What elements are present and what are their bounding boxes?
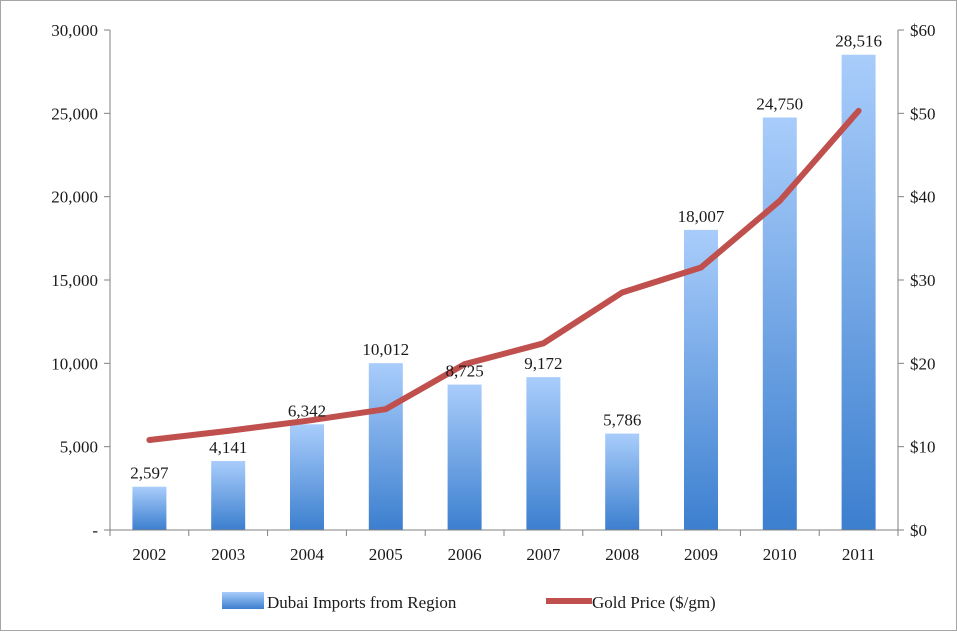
- labels-group: 2,597 4,141 6,342 10,012 8,725 9,172 5,786 18,0…: [130, 32, 882, 483]
- bar-data-label: 24,750: [756, 95, 803, 114]
- x-tick-label: 2005: [369, 545, 403, 564]
- x-tick-label: 2002: [132, 545, 166, 564]
- x-tick-label: 2007: [526, 545, 561, 564]
- y-right-tick-label: $50: [910, 104, 936, 123]
- y-left-tick-label: 20,000: [51, 188, 98, 207]
- gold-price-line: [146, 107, 862, 443]
- x-tick-label: 2008: [605, 545, 639, 564]
- bar-2011: [841, 54, 876, 530]
- bar-2006: [447, 384, 482, 530]
- y-right-tick-label: $60: [910, 21, 936, 40]
- bar-2002: [132, 486, 167, 530]
- legend: Dubai Imports from Region Gold Price ($/…: [222, 592, 716, 612]
- bar-2004: [290, 424, 324, 530]
- legend-swatch-imports: [222, 592, 264, 609]
- y-right-tick-label: $10: [910, 438, 936, 457]
- x-tick-label: 2006: [448, 545, 482, 564]
- x-tick-label: 2011: [842, 545, 875, 564]
- x-tick-label: 2003: [211, 545, 245, 564]
- legend-label-imports: Dubai Imports from Region: [267, 593, 457, 612]
- bar-2008: [605, 433, 640, 530]
- y-right-tick-label: $30: [910, 271, 936, 290]
- y-left-tick-label: 30,000: [51, 21, 98, 40]
- line-group: [146, 107, 862, 443]
- bar-data-label: 6,342: [288, 401, 326, 420]
- y-right-tick-label: $20: [910, 354, 936, 373]
- axes-group: - 5,000 10,000 15,000 20,000 25,000 30,000 $0 $1…: [51, 21, 935, 564]
- bar-2010: [762, 117, 797, 530]
- bar-data-label: 8,725: [445, 362, 483, 381]
- bars-group: [132, 54, 876, 530]
- y-left-tick-label: 15,000: [51, 271, 98, 290]
- y-left-tick-label: -: [92, 521, 98, 540]
- bar-data-label: 28,516: [835, 32, 882, 51]
- bar-2005: [368, 363, 403, 530]
- x-tick-label: 2010: [763, 545, 797, 564]
- bar-data-label: 18,007: [678, 207, 725, 226]
- bar-2009: [684, 229, 718, 530]
- bar-2007: [526, 377, 561, 530]
- bar-data-label: 4,141: [209, 438, 247, 457]
- y-left-tick-label: 10,000: [51, 354, 98, 373]
- y-left-tick-label: 25,000: [51, 104, 98, 123]
- y-right-tick-label: $0: [910, 521, 927, 540]
- y-right-tick-label: $40: [910, 188, 936, 207]
- x-tick-label: 2004: [290, 545, 325, 564]
- bar-data-label: 5,786: [603, 411, 641, 430]
- bar-data-label: 9,172: [524, 354, 562, 373]
- bar-2003: [211, 460, 246, 530]
- y-left-tick-label: 5,000: [60, 438, 98, 457]
- x-tick-label: 2009: [684, 545, 718, 564]
- bar-data-label: 2,597: [130, 464, 169, 483]
- legend-label-gold: Gold Price ($/gm): [592, 593, 716, 612]
- bar-data-label: 10,012: [362, 340, 409, 359]
